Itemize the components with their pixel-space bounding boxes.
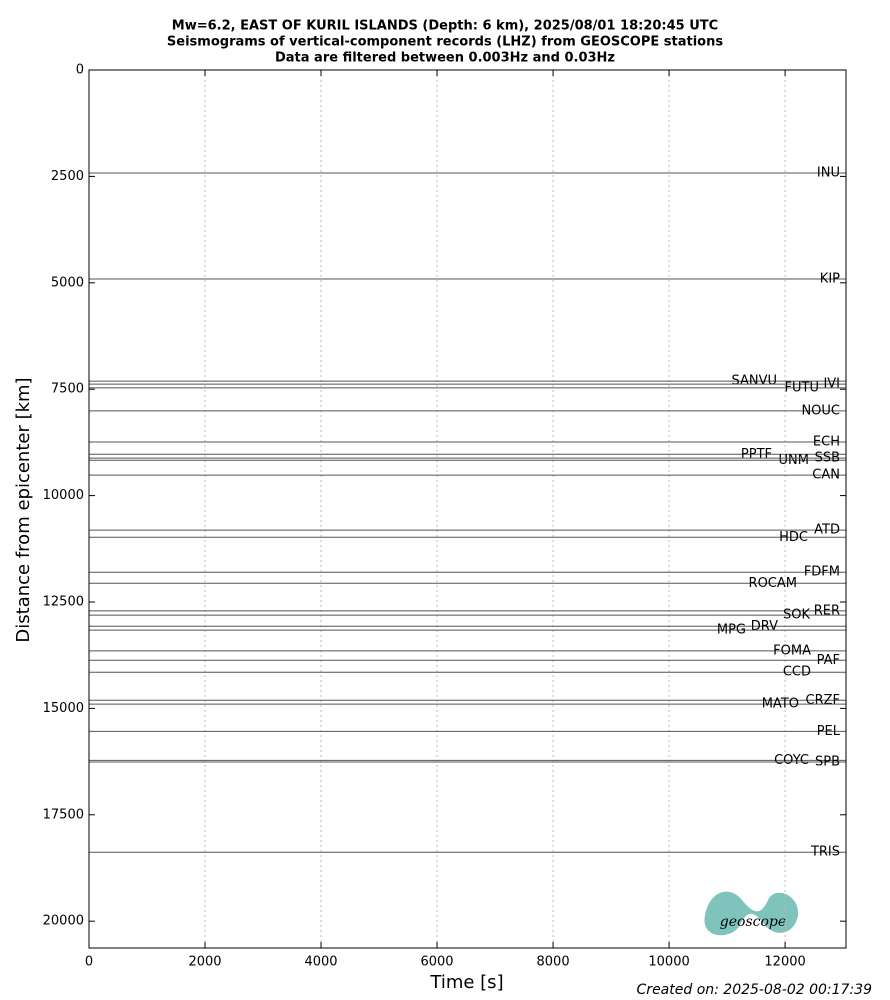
y-tick-label: 7500: [51, 382, 84, 397]
chart-subtitle: Seismograms of vertical-component record…: [167, 35, 723, 50]
y-tick-label: 17500: [43, 807, 84, 822]
station-label: PAF: [817, 653, 840, 668]
station-label: PEL: [817, 724, 841, 739]
x-tick-label: 0: [85, 955, 93, 970]
station-label: MATO: [762, 697, 799, 712]
station-label: FUTU: [785, 380, 819, 395]
station-label: RER: [814, 603, 840, 618]
y-tick-label: 12500: [43, 594, 84, 609]
station-label: INU: [817, 165, 840, 180]
station-label: CCD: [783, 665, 811, 680]
station-label: COYC: [774, 753, 809, 768]
chart-title: Mw=6.2, EAST OF KURIL ISLANDS (Depth: 6 …: [172, 19, 718, 34]
x-tick-label: 6000: [420, 955, 453, 970]
station-label: CRZF: [806, 693, 841, 708]
y-tick-label: 20000: [43, 914, 84, 929]
station-label: UNM: [779, 453, 809, 468]
station-label: PPTF: [741, 447, 772, 462]
station-label: NOUC: [801, 403, 840, 418]
station-label: FDFM: [804, 565, 840, 580]
x-tick-label: 10000: [648, 955, 689, 970]
station-label: HDC: [779, 530, 808, 545]
footer: Created on: 2025-08-02 00:17:39: [637, 982, 873, 998]
x-tick-label: 2000: [188, 955, 221, 970]
station-label: ECH: [813, 434, 840, 449]
x-tick-label: 12000: [764, 955, 805, 970]
x-axis-label: Time [s]: [429, 972, 503, 993]
y-tick-label: 15000: [43, 701, 84, 716]
logo-shape: [704, 891, 799, 936]
station-label: TRIS: [810, 845, 840, 860]
y-tick-label: 2500: [51, 169, 84, 184]
station-label: SOK: [783, 608, 810, 623]
station-label: CAN: [812, 468, 840, 483]
station-label: IVI: [823, 377, 840, 392]
station-label: SANVU: [731, 374, 777, 389]
station-label: FOMA: [773, 643, 811, 658]
station-label: ATD: [814, 523, 840, 538]
x-tick-label: 4000: [304, 955, 337, 970]
chart-subtitle: Data are filtered between 0.003Hz and 0.…: [275, 51, 615, 66]
logo-text: geoscope: [720, 914, 786, 930]
y-tick-label: 0: [76, 63, 84, 78]
logo: geoscope: [704, 891, 799, 936]
y-tick-label: 5000: [51, 275, 84, 290]
station-label: KIP: [820, 271, 840, 286]
plot-frame: [88, 69, 847, 949]
x-tick-label: 8000: [537, 955, 570, 970]
station-label: ROCAM: [749, 576, 797, 591]
station-label: SPB: [815, 755, 840, 770]
station-label: SSB: [815, 451, 840, 466]
y-axis-label: Distance from epicenter [km]: [13, 377, 34, 642]
station-label: MPG: [717, 623, 746, 638]
station-label: DRV: [751, 619, 778, 634]
y-tick-label: 10000: [43, 488, 84, 503]
